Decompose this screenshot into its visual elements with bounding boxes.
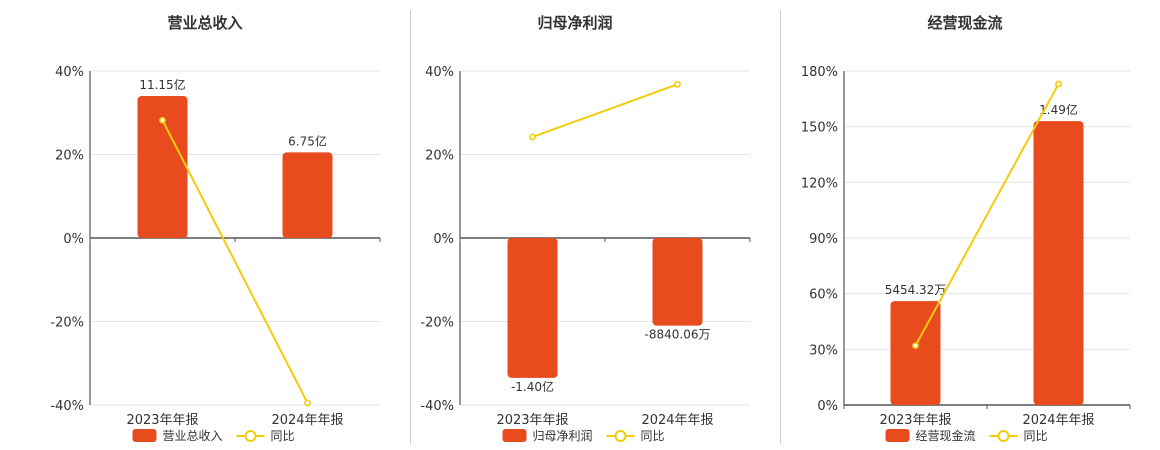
- legend-line-label: 同比: [271, 429, 295, 443]
- legend-line-label: 同比: [1024, 429, 1048, 443]
- yoy-line: [914, 83, 1060, 347]
- bar-data-label: 6.75亿: [288, 133, 327, 148]
- bar: [1033, 121, 1084, 405]
- legend-line-marker: [244, 430, 257, 442]
- legend-bar-swatch: [885, 429, 910, 442]
- bar-data-label: 11.15亿: [139, 77, 185, 92]
- x-tick-label: 2024年年报: [1022, 413, 1094, 428]
- bar: [890, 301, 941, 405]
- y-tick-label: -20%: [420, 316, 454, 331]
- chart-title: 经营现金流: [927, 14, 1003, 32]
- y-tick-label: 0%: [817, 399, 838, 414]
- chart-panel-revenue: 营业总收入 40% 20% 0% -20% -40% 11.15亿 6.75亿 2023年年报…: [20, 0, 390, 450]
- chart-svg: 40% 20% 0% -20% -40% 11.15亿 6.75亿 2023年年报 2024年年…: [50, 65, 381, 443]
- x-tick-label: 2023年年报: [126, 413, 198, 428]
- y-tick-label: 40%: [425, 65, 454, 80]
- yoy-point: [159, 116, 166, 124]
- bar-data-label: -8840.06万: [645, 328, 711, 342]
- legend-bar-label: 归母净利润: [533, 429, 593, 443]
- chart-title: 营业总收入: [167, 14, 243, 32]
- x-tick-label: 2024年年报: [271, 413, 343, 428]
- y-tick-label: 30%: [809, 343, 838, 358]
- legend-bar-swatch: [132, 429, 157, 442]
- yoy-point: [912, 342, 919, 350]
- y-tick-label: 180%: [801, 65, 838, 80]
- y-tick-label: -40%: [50, 399, 84, 414]
- chart-title: 归母净利润: [537, 14, 613, 32]
- y-tick-label: 120%: [801, 176, 838, 191]
- x-tick-label: 2023年年报: [879, 413, 951, 428]
- y-tick-label: 0%: [63, 232, 84, 247]
- yoy-point: [529, 133, 536, 141]
- legend-line-label: 同比: [641, 429, 665, 443]
- chart-svg: 180% 150% 120% 90% 60% 30% 0% 5454.32万 1.49亿 2023…: [801, 65, 1131, 443]
- bar: [137, 96, 188, 238]
- bar: [282, 152, 333, 238]
- yoy-point: [304, 399, 311, 407]
- yoy-point: [1055, 80, 1062, 88]
- yoy-point: [674, 80, 681, 88]
- legend-line-marker: [997, 430, 1010, 442]
- y-tick-label: -40%: [420, 399, 454, 414]
- y-tick-label: 20%: [425, 149, 454, 164]
- y-tick-label: 60%: [809, 288, 838, 303]
- x-tick-label: 2023年年报: [496, 413, 568, 428]
- y-tick-label: 0%: [433, 232, 454, 247]
- legend-line-marker: [614, 430, 627, 442]
- y-tick-label: 20%: [55, 149, 84, 164]
- bar-data-label: 5454.32万: [885, 283, 947, 297]
- y-tick-label: 40%: [55, 65, 84, 80]
- chart-panel-net-profit: 归母净利润 40% 20% 0% -20% -40% -1.40亿 -8840.06万 202…: [390, 0, 760, 450]
- bar: [507, 238, 558, 378]
- bar: [652, 238, 703, 326]
- y-tick-label: -20%: [50, 316, 84, 331]
- y-tick-label: 150%: [801, 121, 838, 136]
- yoy-line: [161, 119, 309, 404]
- y-tick-label: 90%: [809, 232, 838, 247]
- legend-bar-label: 营业总收入: [163, 429, 223, 443]
- chart-panel-cash-flow: 经营现金流 180% 150% 120% 90% 60% 30% 0% 5454.32万 1.4…: [780, 0, 1150, 450]
- bar-data-label: -1.40亿: [511, 379, 554, 394]
- yoy-line: [532, 83, 678, 138]
- legend-bar-label: 经营现金流: [916, 428, 976, 443]
- x-tick-label: 2024年年报: [641, 413, 713, 428]
- chart-svg: 40% 20% 0% -20% -40% -1.40亿 -8840.06万 2023年年报 20…: [420, 65, 751, 443]
- legend-bar-swatch: [502, 429, 527, 442]
- bar-data-label: 1.49亿: [1039, 102, 1078, 117]
- panel-divider: [410, 10, 411, 444]
- panel-divider: [780, 10, 781, 444]
